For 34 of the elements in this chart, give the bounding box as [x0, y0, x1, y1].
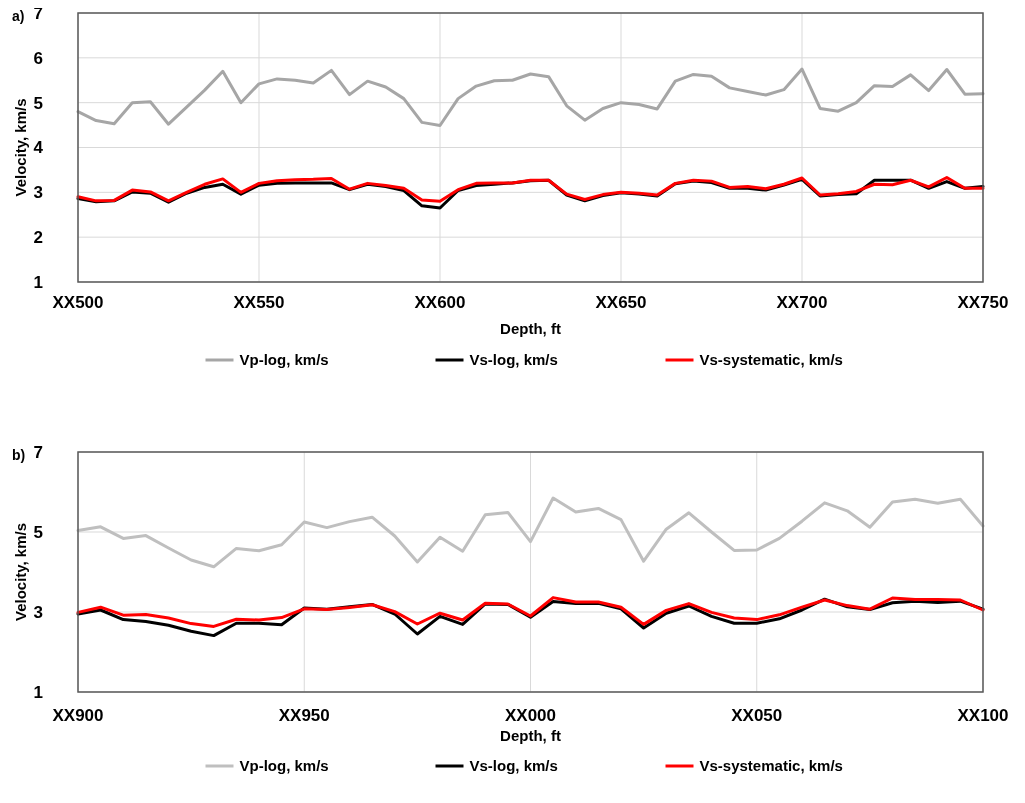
x-tick-label: XX050 [731, 706, 783, 725]
y-axis-title: Velocity, km/s [12, 522, 29, 622]
y-tick-label: 7 [33, 442, 43, 462]
legend-label: Vs-systematic, km/s [699, 351, 843, 369]
legend-label: Vs-log, km/s [469, 757, 558, 775]
y-tick-label: 5 [33, 522, 43, 542]
legend-label: Vp-log, km/s [239, 351, 329, 369]
y-tick-label: 3 [33, 183, 43, 203]
x-axis-title: Depth, ft [500, 320, 561, 337]
y-tick-label: 6 [33, 48, 43, 68]
y-tick-label: 7 [33, 3, 43, 23]
y-tick-label: 1 [33, 272, 43, 292]
y-tick-label: 5 [33, 93, 43, 113]
chart-title: a) [12, 8, 25, 24]
y-axis-title: Velocity, km/s [12, 98, 29, 197]
legend-label: Vs-log, km/s [469, 351, 558, 369]
x-tick-label: XX900 [52, 706, 104, 725]
legend-label: Vs-systematic, km/s [699, 757, 843, 775]
y-tick-label: 1 [33, 682, 43, 702]
y-tick-label: 4 [33, 138, 44, 158]
x-tick-label: XX700 [776, 293, 828, 312]
x-tick-label: XX750 [957, 293, 1009, 312]
y-tick-label: 3 [33, 602, 43, 622]
x-tick-label: XX500 [52, 293, 104, 312]
y-tick-label: 2 [33, 228, 43, 248]
legend-label: Vp-log, km/s [239, 757, 329, 775]
chart-title: b) [12, 447, 26, 463]
x-tick-label: XX950 [278, 706, 330, 725]
x-tick-label: XX600 [414, 293, 466, 312]
x-tick-label: XX650 [595, 293, 647, 312]
x-tick-label: XX100 [957, 706, 1009, 725]
x-tick-label: XX550 [233, 293, 285, 312]
x-axis-title: Depth, ft [500, 727, 561, 744]
x-tick-label: XX000 [504, 706, 557, 725]
